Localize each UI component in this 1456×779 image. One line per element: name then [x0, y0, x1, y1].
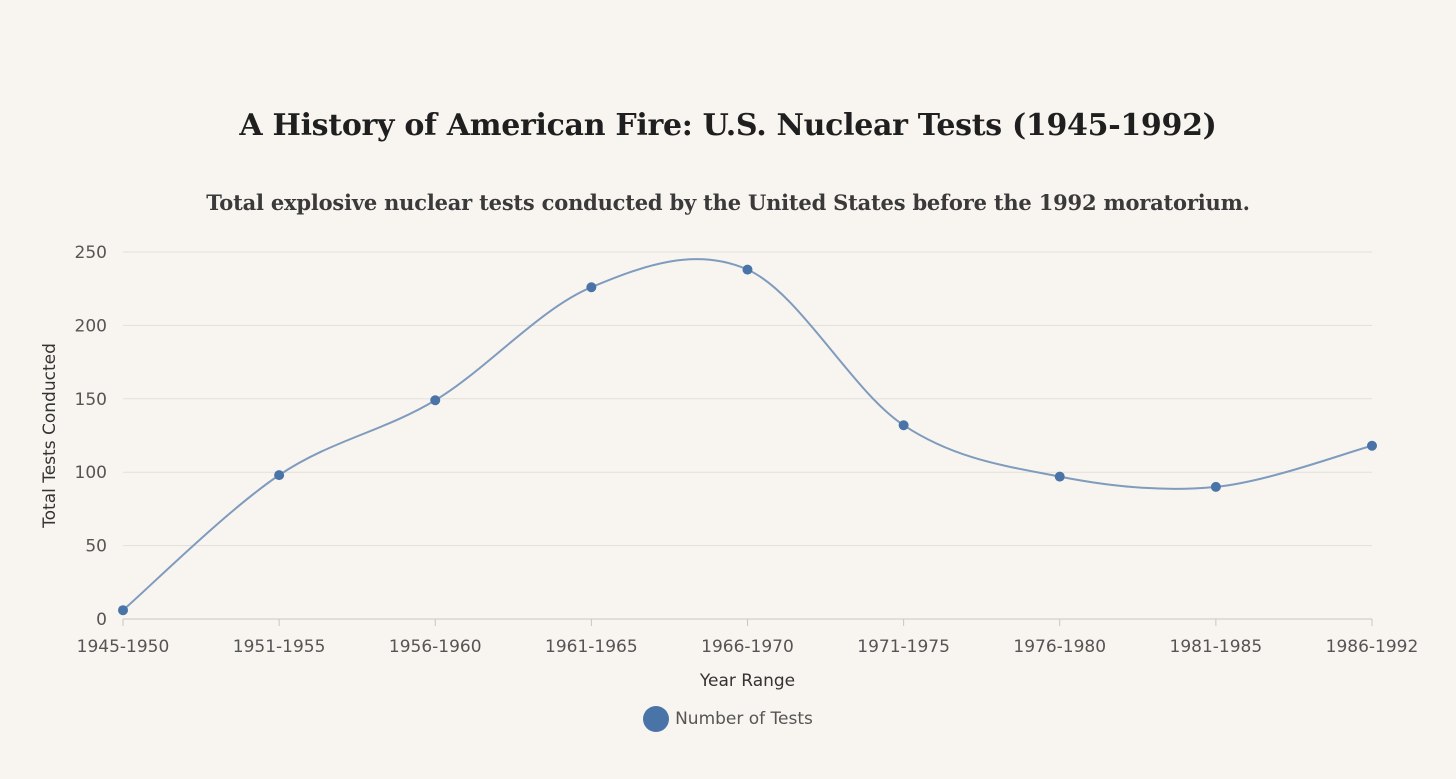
x-tick-label: 1961-1965 — [545, 637, 638, 657]
y-tick-label: 150 — [75, 390, 107, 410]
data-point[interactable] — [430, 395, 441, 406]
x-axis-title: Year Range — [699, 671, 795, 691]
x-tick-label: 1945-1950 — [77, 637, 170, 657]
data-point[interactable] — [1210, 481, 1221, 492]
data-point[interactable] — [1054, 471, 1065, 482]
y-axis: 0 50 100 150 200 250 — [75, 243, 107, 630]
x-tick-label: 1966-1970 — [701, 637, 794, 657]
x-tick-label: 1976-1980 — [1013, 637, 1106, 657]
x-tick-label: 1956-1960 — [389, 637, 482, 657]
y-tick-label: 200 — [75, 316, 107, 336]
x-tick-label: 1951-1955 — [233, 637, 326, 657]
y-tick-label: 250 — [75, 243, 107, 263]
y-tick-label: 50 — [85, 537, 107, 557]
legend-label: Number of Tests — [675, 709, 813, 729]
series-line — [122, 258, 1373, 611]
data-point[interactable] — [586, 282, 597, 293]
data-point[interactable] — [1367, 440, 1377, 451]
y-tick-label: 100 — [75, 463, 107, 483]
data-point[interactable] — [118, 605, 128, 616]
x-tick-label: 1986-1992 — [1326, 637, 1419, 657]
data-point[interactable] — [742, 264, 753, 275]
data-point[interactable] — [274, 470, 285, 481]
y-tick-label: 0 — [96, 610, 107, 630]
grid-lines — [123, 251, 1372, 547]
x-tick-label: 1981-1985 — [1170, 637, 1263, 657]
series-number-of-tests — [118, 258, 1377, 616]
x-axis: 1945-1950 1951-1955 1956-1960 1961-1965 1966… — [77, 618, 1419, 657]
chart-title: A History of American Fire: U.S. Nuclear… — [239, 108, 1217, 143]
chart-subtitle: Total explosive nuclear tests conducted … — [206, 190, 1250, 215]
data-point[interactable] — [898, 420, 909, 431]
legend-swatch-icon — [643, 706, 670, 732]
legend: Number of Tests — [0, 706, 1456, 732]
x-tick-label: 1971-1975 — [857, 637, 950, 657]
y-axis-title: Total Tests Conducted — [40, 343, 60, 529]
